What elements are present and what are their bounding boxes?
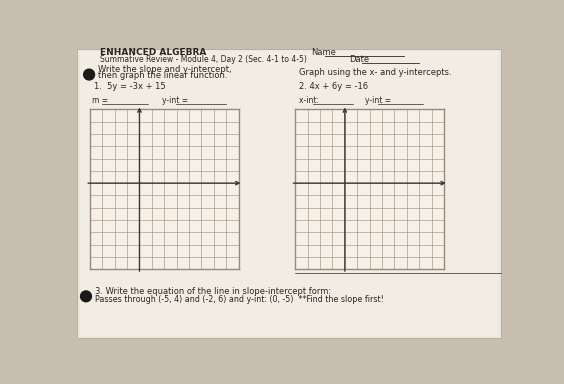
Text: Date: Date: [350, 55, 369, 64]
Text: y-int =: y-int =: [162, 96, 191, 105]
Text: 2. 4x + 6y = -16: 2. 4x + 6y = -16: [299, 82, 368, 91]
Text: Summative Review - Module 4, Day 2 (Sec. 4-1 to 4-5): Summative Review - Module 4, Day 2 (Sec.…: [100, 55, 307, 64]
Text: y-int =: y-int =: [365, 96, 394, 105]
Circle shape: [81, 291, 91, 302]
Bar: [295, 109, 444, 270]
Text: Write the slope and y-intercept,: Write the slope and y-intercept,: [98, 65, 232, 74]
Bar: [90, 109, 239, 270]
FancyBboxPatch shape: [77, 49, 501, 338]
FancyBboxPatch shape: [80, 51, 499, 336]
Text: Name: Name: [311, 48, 336, 57]
Text: Passes through (-5, 4) and (-2, 6) and y-int: (0, -5)  **Find the slope first!: Passes through (-5, 4) and (-2, 6) and y…: [95, 295, 384, 304]
Text: 1.  5y = -3x + 15: 1. 5y = -3x + 15: [94, 82, 165, 91]
Text: then graph the linear function.: then graph the linear function.: [98, 71, 228, 80]
Text: Graph using the x- and y-intercepts.: Graph using the x- and y-intercepts.: [299, 68, 452, 76]
Text: m =: m =: [92, 96, 111, 105]
Circle shape: [83, 69, 95, 80]
Text: 3. Write the equation of the line in slope-intercept form:: 3. Write the equation of the line in slo…: [95, 287, 332, 296]
Text: ENHANCED ALGEBRA: ENHANCED ALGEBRA: [100, 48, 206, 57]
Text: x-int:: x-int:: [299, 96, 321, 105]
